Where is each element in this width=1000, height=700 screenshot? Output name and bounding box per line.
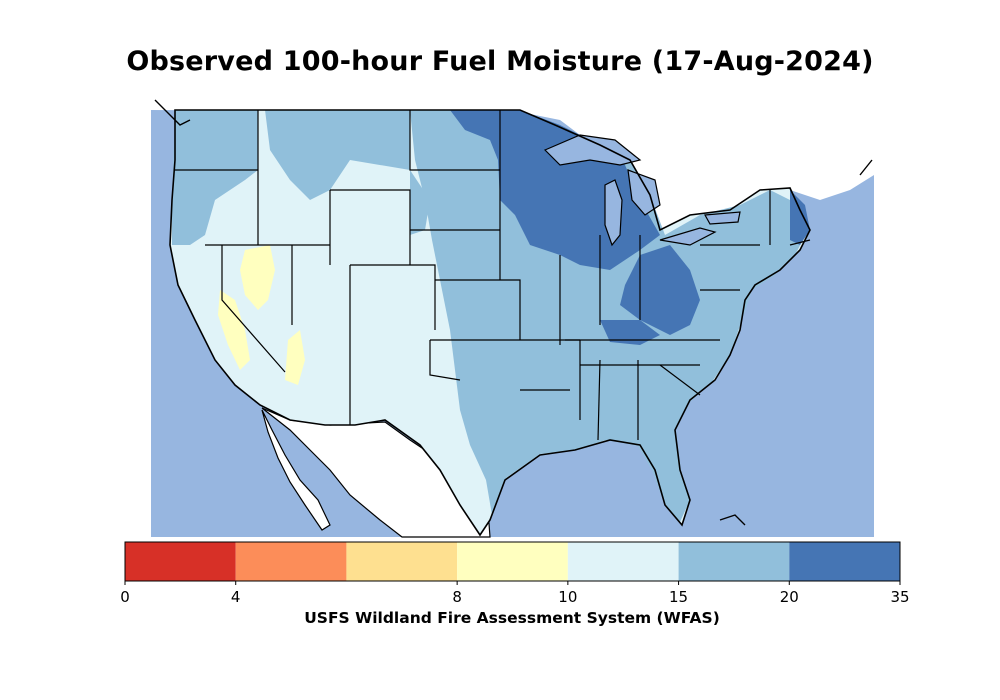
zone-8-10-arizona bbox=[285, 330, 305, 385]
colorbar-tick-label: 10 bbox=[558, 588, 578, 606]
colorbar-bin bbox=[235, 542, 347, 581]
colorbar-bin bbox=[346, 542, 458, 581]
colorbar-bin bbox=[125, 542, 236, 581]
map-title: Observed 100-hour Fuel Moisture (17-Aug-… bbox=[126, 46, 874, 77]
lake-michigan bbox=[604, 179, 623, 247]
us-outline bbox=[169, 109, 811, 537]
state-borders bbox=[175, 110, 811, 441]
colorbar-tick-label: 20 bbox=[779, 588, 799, 606]
coast-details bbox=[154, 99, 873, 526]
colorbar-bin bbox=[457, 542, 568, 581]
canada-land bbox=[151, 85, 874, 245]
lake-erie bbox=[659, 227, 717, 246]
colorbar-bin bbox=[567, 542, 679, 581]
colorbar-frame bbox=[124, 541, 901, 582]
colorbar-tick-label: 35 bbox=[890, 588, 910, 606]
colorbar-tick-label: 4 bbox=[230, 588, 241, 606]
colorbar-bin bbox=[678, 542, 790, 581]
zone-8-10-california bbox=[218, 290, 250, 370]
colorbar-bin bbox=[789, 542, 900, 581]
baja-california bbox=[261, 409, 331, 531]
canada-east-land bbox=[700, 85, 874, 200]
colorbar-caption: USFS Wildland Fire Assessment System (WF… bbox=[304, 609, 720, 627]
zone-15-20-colorado-ne bbox=[410, 170, 430, 235]
zone-8-10-nevada bbox=[240, 245, 275, 310]
colorbar-tick-label: 8 bbox=[452, 588, 462, 606]
zone-20-35-new-england bbox=[790, 190, 810, 245]
zone-20-35-kentucky bbox=[600, 320, 660, 345]
colorbar-tick-label: 0 bbox=[120, 588, 130, 606]
lake-superior bbox=[543, 134, 642, 166]
colorbar bbox=[124, 541, 901, 585]
zone-15-20-northwest bbox=[172, 110, 258, 245]
lake-ontario bbox=[704, 211, 741, 225]
colorbar-tick-label: 15 bbox=[669, 588, 689, 606]
zone-15-20-montana bbox=[265, 110, 410, 200]
